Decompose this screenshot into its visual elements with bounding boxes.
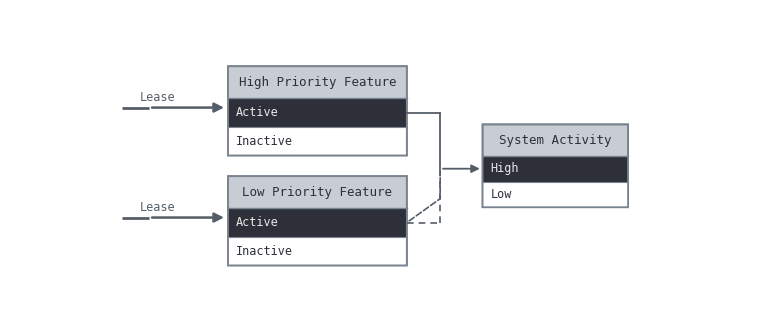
Text: High: High [490,162,519,175]
Bar [482,181,628,207]
Bar [228,208,407,265]
Text: Active: Active [236,216,278,229]
Text: System Activity: System Activity [499,134,612,146]
Text: High Priority Feature: High Priority Feature [239,76,396,89]
Bar [228,127,407,156]
Bar [482,156,628,181]
Text: Inactive: Inactive [236,135,293,148]
FancyBboxPatch shape [228,66,407,156]
Text: Lease: Lease [140,91,176,104]
FancyBboxPatch shape [482,124,628,207]
Text: Active: Active [236,106,278,119]
Bar [228,237,407,265]
Text: Low Priority Feature: Low Priority Feature [242,186,393,199]
Bar [228,98,407,156]
Bar [228,98,407,127]
FancyBboxPatch shape [228,176,407,265]
Text: Lease: Lease [140,201,176,214]
Bar [228,208,407,237]
Text: Low: Low [490,188,512,201]
Bar [482,156,628,207]
Text: Inactive: Inactive [236,245,293,258]
